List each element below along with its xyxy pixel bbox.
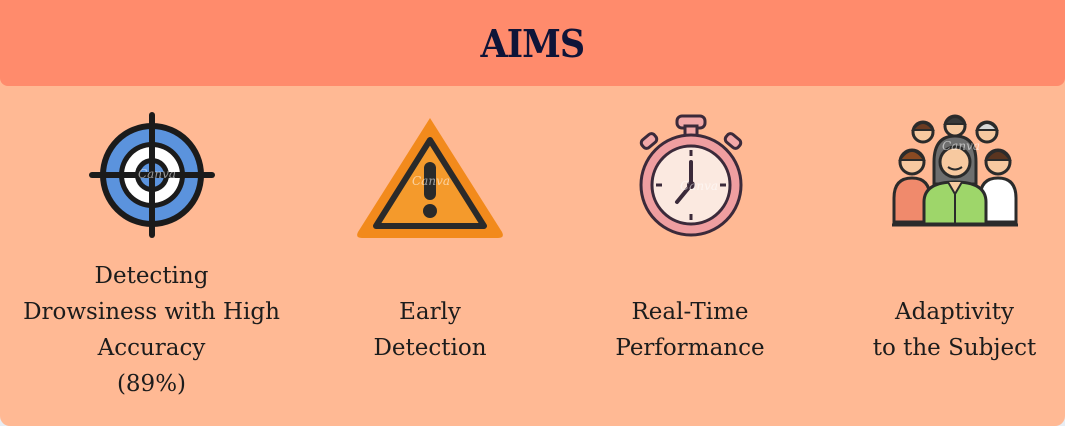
aim-early-detection: Canva Early Detection [330, 100, 530, 410]
header-bar: AIMS [0, 0, 1065, 86]
aim-accuracy: Canva Detecting Drowsiness with High Acc… [0, 100, 303, 410]
aim-label: Detecting Drowsiness with High Accuracy … [23, 258, 280, 402]
svg-text:Canva: Canva [680, 179, 718, 193]
svg-text:Canva: Canva [138, 167, 176, 181]
aim-adaptivity: Canva Adaptivity to the Subject [852, 100, 1057, 410]
svg-text:Canva: Canva [942, 139, 980, 153]
people-group-icon: Canva [875, 100, 1035, 250]
warning-icon: Canva [350, 100, 510, 250]
svg-text:Canva: Canva [412, 174, 450, 188]
aim-label: Early Detection [373, 294, 486, 366]
aim-label: Real-Time Performance [615, 294, 764, 366]
aim-label: Adaptivity to the Subject [873, 294, 1037, 366]
target-icon: Canva [72, 100, 232, 250]
aim-real-time: Canva Real-Time Performance [590, 100, 790, 410]
page-title: AIMS [481, 21, 585, 66]
stopwatch-icon: Canva [610, 100, 770, 250]
